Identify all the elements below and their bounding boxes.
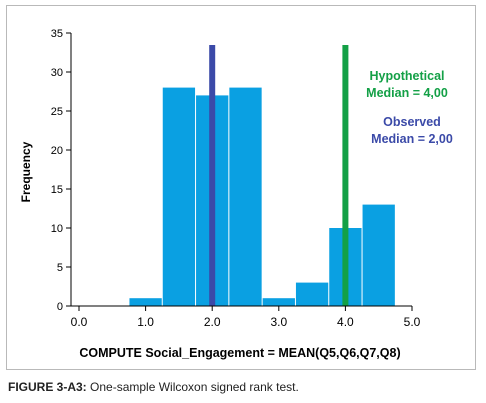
axes-group: 0 5 10 15 20 25 30 35 0.0 1.0 2.0 3.0 4.0 5.0 <box>51 28 421 329</box>
x-tick-label-0.0: 0.0 <box>71 315 88 329</box>
chart-frame <box>6 5 476 370</box>
x-tick-label-5.0: 5.0 <box>404 315 421 329</box>
y-tick-label-25: 25 <box>51 106 63 118</box>
observed-label-line2: Median = 2,00 <box>371 132 453 146</box>
hypothetical-median-line <box>342 45 349 306</box>
y-tick-label-35: 35 <box>51 28 63 40</box>
observed-median-line <box>209 45 216 306</box>
hypothetical-label-line2: Median = 4,00 <box>366 86 448 100</box>
x-tick-label-4.0: 4.0 <box>337 315 354 329</box>
caption-text: One-sample Wilcoxon signed rank test. <box>86 380 299 394</box>
figure-caption: FIGURE 3-A3: One-sample Wilcoxon signed … <box>8 380 299 394</box>
y-axis-label: Frequency <box>19 141 33 202</box>
y-tick-label-30: 30 <box>51 67 63 79</box>
y-tick-label-5: 5 <box>57 262 63 274</box>
x-tick-label-1.0: 1.0 <box>137 315 154 329</box>
histogram-bar-1 <box>129 298 162 306</box>
x-axis-label: COMPUTE Social_Engagement = MEAN(Q5,Q6,Q… <box>79 346 400 360</box>
histogram-bar-2 <box>162 87 196 306</box>
annotations-group: Observed Median = 2,00 Hypothetical Median … <box>366 69 453 146</box>
histogram-bar-5 <box>262 298 295 306</box>
y-tick-label-20: 20 <box>51 145 63 157</box>
bars-group <box>129 87 395 307</box>
x-tick-label-3.0: 3.0 <box>270 315 287 329</box>
histogram-chart: 0 5 10 15 20 25 30 35 0.0 1.0 2.0 3.0 4.0 5.0 Frequen… <box>19 28 453 360</box>
y-tick-label-0: 0 <box>57 301 63 313</box>
hypothetical-label-line1: Hypothetical <box>369 69 444 83</box>
observed-label-line1: Observed <box>383 115 441 129</box>
histogram-bar-4 <box>229 87 262 306</box>
histogram-bar-8 <box>362 204 395 306</box>
reference-lines-group <box>209 45 349 306</box>
histogram-bar-6 <box>295 282 329 306</box>
caption-label: FIGURE 3-A3: <box>8 380 87 394</box>
y-tick-label-10: 10 <box>51 223 63 235</box>
x-tick-label-2.0: 2.0 <box>204 315 221 329</box>
y-tick-label-15: 15 <box>51 184 63 196</box>
